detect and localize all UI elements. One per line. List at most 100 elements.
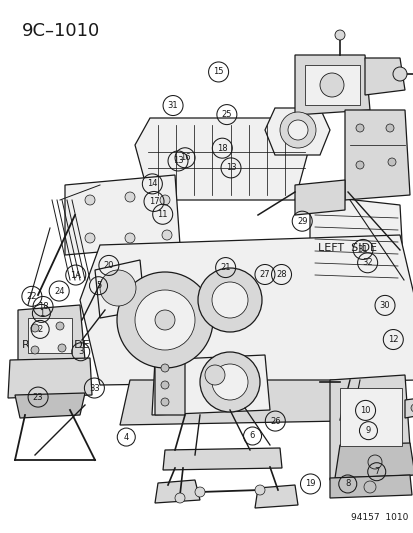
- Circle shape: [319, 73, 343, 97]
- Circle shape: [125, 233, 135, 243]
- Text: 8: 8: [344, 480, 349, 488]
- Circle shape: [117, 272, 212, 368]
- Circle shape: [367, 455, 381, 469]
- Circle shape: [161, 381, 169, 389]
- Text: 12: 12: [387, 335, 398, 344]
- Circle shape: [100, 270, 136, 306]
- Circle shape: [211, 282, 247, 318]
- Text: 9: 9: [365, 426, 370, 435]
- Polygon shape: [8, 358, 92, 398]
- Text: 19: 19: [304, 480, 315, 488]
- Circle shape: [197, 268, 261, 332]
- Text: 14: 14: [147, 180, 157, 188]
- Text: 16: 16: [179, 154, 190, 162]
- Circle shape: [410, 404, 413, 412]
- Text: 10: 10: [359, 406, 370, 415]
- Circle shape: [363, 481, 375, 493]
- Circle shape: [31, 346, 39, 354]
- Circle shape: [392, 67, 406, 81]
- Text: 9C–1010: 9C–1010: [22, 22, 100, 40]
- Circle shape: [355, 124, 363, 132]
- Text: 21: 21: [220, 263, 230, 272]
- Polygon shape: [334, 443, 413, 478]
- Polygon shape: [254, 485, 297, 508]
- Text: 22: 22: [26, 292, 37, 301]
- Polygon shape: [154, 355, 185, 415]
- Text: 18: 18: [216, 144, 227, 152]
- Circle shape: [204, 365, 224, 385]
- Text: 31: 31: [357, 245, 368, 254]
- Circle shape: [125, 192, 135, 202]
- Polygon shape: [120, 380, 399, 425]
- Text: RIGHT  SIDE: RIGHT SIDE: [22, 340, 89, 350]
- Bar: [304, 65, 359, 105]
- Circle shape: [279, 112, 315, 148]
- Text: 1A: 1A: [70, 271, 81, 279]
- Polygon shape: [364, 58, 404, 95]
- Text: 30: 30: [379, 301, 389, 310]
- Text: 18: 18: [38, 302, 48, 311]
- Circle shape: [154, 310, 175, 330]
- Text: 15: 15: [213, 68, 223, 76]
- Polygon shape: [154, 480, 199, 503]
- Text: LEFT  SIDE: LEFT SIDE: [317, 243, 376, 253]
- Bar: [339, 388, 401, 446]
- Polygon shape: [65, 175, 180, 255]
- Text: 25: 25: [221, 110, 232, 119]
- Circle shape: [31, 324, 39, 332]
- Text: 31: 31: [167, 101, 178, 110]
- Text: 5: 5: [96, 281, 101, 290]
- Circle shape: [334, 30, 344, 40]
- Circle shape: [211, 364, 247, 400]
- Circle shape: [85, 195, 95, 205]
- Circle shape: [195, 487, 204, 497]
- Text: 13: 13: [172, 157, 183, 165]
- Text: 23: 23: [33, 393, 43, 401]
- Text: 3: 3: [78, 348, 83, 356]
- Circle shape: [355, 161, 363, 169]
- Circle shape: [254, 485, 264, 495]
- Text: 17: 17: [148, 197, 159, 206]
- Polygon shape: [329, 475, 411, 498]
- Polygon shape: [80, 235, 413, 385]
- Polygon shape: [135, 118, 309, 200]
- Text: 94157  1010: 94157 1010: [350, 513, 407, 522]
- Text: 32: 32: [361, 259, 372, 267]
- Circle shape: [385, 124, 393, 132]
- Circle shape: [159, 195, 170, 205]
- Polygon shape: [95, 260, 145, 318]
- Text: 33: 33: [89, 384, 100, 392]
- Circle shape: [56, 322, 64, 330]
- Text: 29: 29: [296, 217, 307, 225]
- Circle shape: [161, 230, 171, 240]
- Polygon shape: [344, 110, 409, 200]
- Polygon shape: [294, 180, 344, 215]
- Circle shape: [287, 120, 307, 140]
- Text: 24: 24: [54, 287, 64, 295]
- Polygon shape: [309, 195, 404, 295]
- Circle shape: [199, 352, 259, 412]
- Bar: [28, 318, 72, 353]
- Text: 6: 6: [249, 432, 254, 440]
- Polygon shape: [18, 305, 85, 365]
- Circle shape: [85, 233, 95, 243]
- Text: 28: 28: [275, 270, 286, 279]
- Text: 2: 2: [38, 325, 43, 334]
- Text: 1: 1: [39, 309, 44, 318]
- Polygon shape: [264, 108, 329, 155]
- Text: 27: 27: [259, 270, 270, 279]
- Polygon shape: [152, 355, 269, 415]
- Text: 26: 26: [269, 417, 280, 425]
- Polygon shape: [294, 55, 369, 115]
- Circle shape: [161, 398, 169, 406]
- Circle shape: [161, 364, 169, 372]
- Text: 20: 20: [103, 261, 114, 270]
- Text: 13: 13: [225, 164, 236, 172]
- Polygon shape: [404, 398, 413, 418]
- Polygon shape: [163, 448, 281, 470]
- Polygon shape: [15, 393, 85, 418]
- Text: 7: 7: [373, 467, 378, 476]
- Text: 4: 4: [123, 433, 128, 441]
- Circle shape: [387, 158, 395, 166]
- Circle shape: [135, 290, 195, 350]
